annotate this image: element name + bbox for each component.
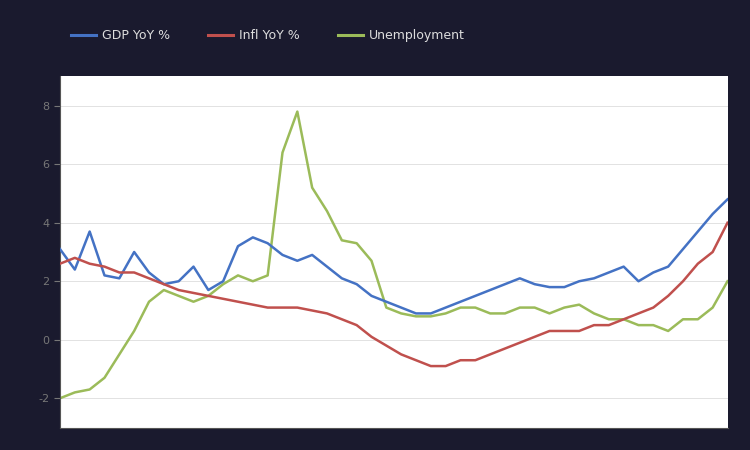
Legend: GDP YoY %, Infl YoY %, Unemployment: GDP YoY %, Infl YoY %, Unemployment (66, 24, 470, 47)
